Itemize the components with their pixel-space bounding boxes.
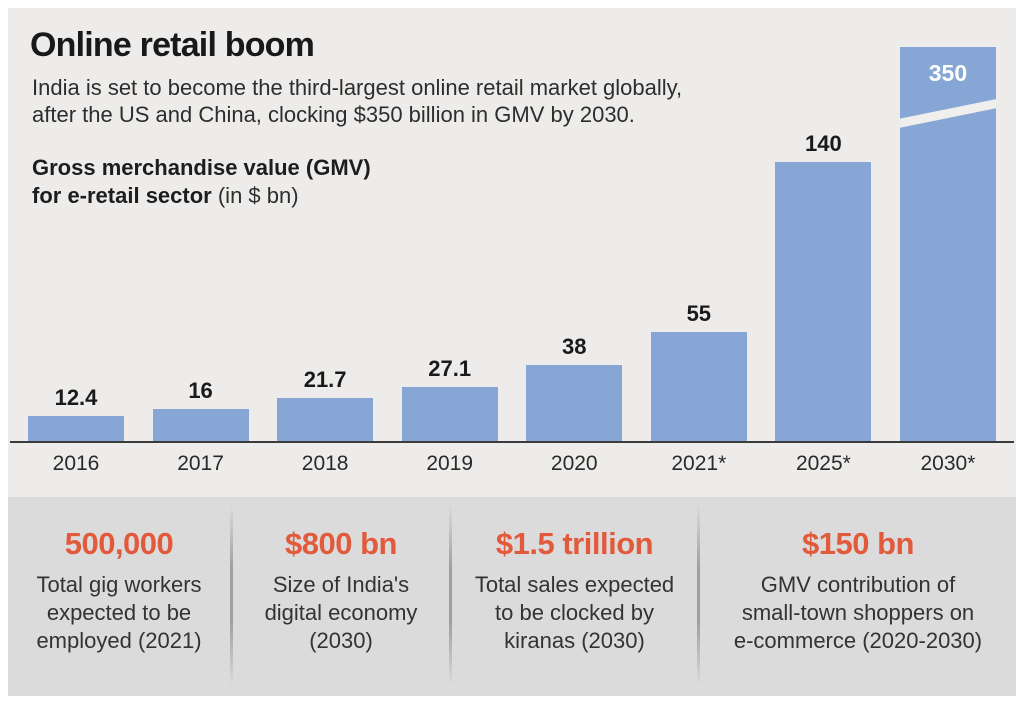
x-tick-label: 2016 — [52, 452, 100, 475]
stat-label: Size of India's digital economy (2030) — [264, 572, 418, 653]
bar-group-2019: 27.1 2019 — [401, 356, 498, 475]
metric-label: Gross merchandise value (GMV) for e-reta… — [32, 154, 371, 210]
chart-title: Online retail boom — [30, 26, 315, 64]
stat-value: $1.5 trillion — [495, 526, 654, 561]
x-tick-label: 2020 — [550, 452, 598, 475]
bar-value-label: 140 — [805, 131, 842, 156]
bar — [277, 398, 374, 441]
bar — [650, 332, 747, 441]
x-tick-label: 2021* — [671, 452, 727, 475]
bar-value-label: 27.1 — [428, 356, 472, 381]
stat-value: 500,000 — [64, 526, 174, 561]
bar-value-label: 21.7 — [303, 367, 347, 392]
bar-value-label: 55 — [686, 301, 712, 326]
bar-group-2021: 55 2021* — [650, 301, 747, 475]
stat-panel-kiranas: $1.5 trillion Total sales expected to be… — [452, 497, 697, 696]
x-tick-label: 2017 — [177, 452, 224, 475]
x-tick-label: 2019 — [426, 452, 474, 475]
bar-group-2020: 38 2020 — [526, 334, 623, 475]
bar: 350 — [899, 47, 996, 441]
axis-break-stripe — [899, 97, 996, 130]
stat-label: GMV contribution of small-town shoppers … — [733, 572, 983, 653]
metric-label-unit: (in $ bn) — [217, 183, 299, 208]
stat-panel-gig-workers: 500,000 Total gig workers expected to be… — [8, 497, 230, 696]
bar — [775, 162, 872, 441]
bar-group-2030: 350 2030* — [899, 47, 996, 475]
bar — [28, 416, 124, 441]
bar-value-label: 12.4 — [54, 385, 98, 410]
x-tick-label: 2025* — [795, 452, 851, 475]
bar — [526, 365, 623, 441]
panel-divider — [697, 505, 700, 686]
bar-value-label-inside: 350 — [928, 60, 968, 86]
bar-value-label: 38 — [562, 334, 587, 359]
stat-label: Total sales expected to be clocked by ki… — [474, 572, 675, 653]
bar-group-2018: 21.7 2018 — [277, 367, 374, 475]
bar — [152, 409, 249, 441]
chart-subtitle: India is set to become the third-largest… — [32, 75, 683, 127]
stat-value: $800 bn — [285, 526, 397, 561]
metric-label-line2-bold: for e-retail sector — [32, 183, 212, 208]
panel-divider — [230, 505, 233, 686]
stat-panel-small-town: $150 bn GMV contribution of small-town s… — [700, 497, 1016, 696]
stat-label: Total gig workers expected to be employe… — [36, 572, 202, 653]
stat-panel-digital-economy: $800 bn Size of India's digital economy … — [233, 497, 449, 696]
bar-group-2017: 16 2017 — [152, 378, 249, 475]
bar-value-label: 16 — [188, 378, 213, 403]
bar-group-2016: 12.4 2016 — [28, 385, 124, 475]
stat-value: $150 bn — [802, 526, 914, 561]
bar-group-2025: 140 2025* — [775, 131, 872, 475]
x-tick-label: 2018 — [301, 452, 349, 475]
chart-section: Online retail boom India is set to becom… — [8, 8, 1016, 497]
x-tick-label: 2030* — [920, 452, 976, 475]
panel-divider — [449, 505, 452, 686]
x-axis-line — [10, 441, 1014, 443]
metric-label-line1: Gross merchandise value (GMV) — [32, 155, 371, 180]
stats-band: 500,000 Total gig workers expected to be… — [8, 497, 1016, 696]
bar — [401, 387, 498, 441]
bar-plot: 12.4 2016 16 2017 21.7 2018 27.1 2019 38 2020 55 20… — [28, 47, 996, 475]
